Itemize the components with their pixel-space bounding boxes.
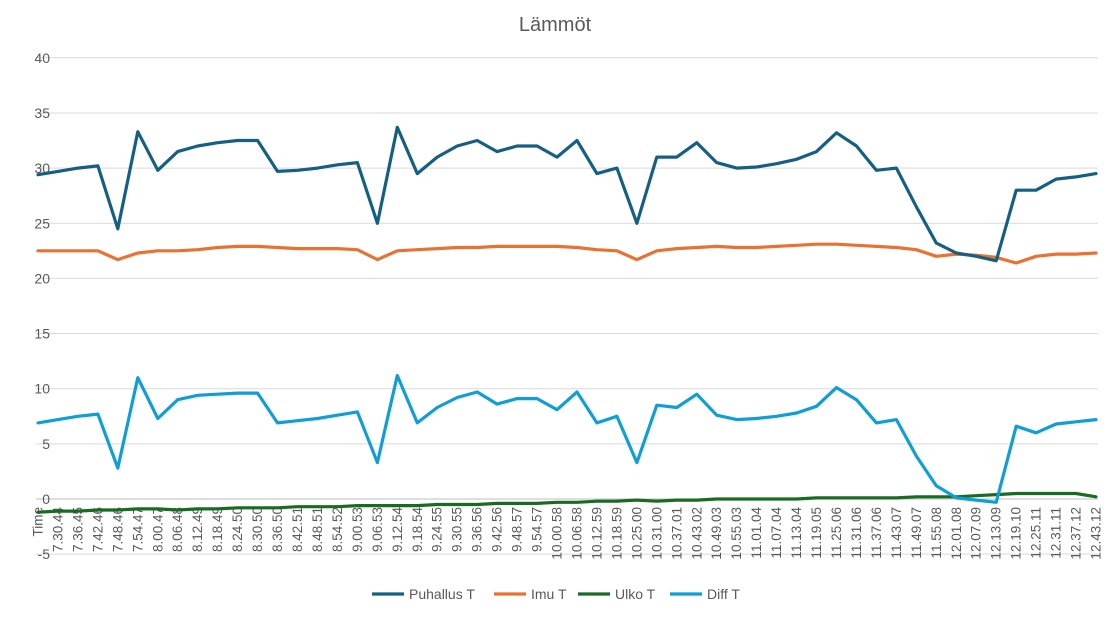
x-tick-label: 7.30.44 — [50, 507, 65, 553]
x-tick-label: 9.30.55 — [450, 507, 465, 552]
y-tick-label: -5 — [38, 546, 51, 562]
x-tick-label: 12.31.11 — [1049, 507, 1064, 559]
x-tick-label: 9.54.57 — [530, 507, 545, 552]
x-tick-label: 11.13.04 — [789, 507, 804, 559]
series-line-ulko-t — [36, 491, 1098, 514]
x-tick-label: 10.49.03 — [709, 507, 724, 560]
x-tick-label: 10.43.02 — [689, 507, 704, 560]
chart-title: Lämmöt — [519, 14, 592, 36]
x-tick-label: 12.13.09 — [989, 507, 1004, 560]
x-tick-label: 8.30.50 — [250, 507, 265, 552]
x-tick-label: 7.36.45 — [70, 507, 85, 552]
legend-label: Ulko T — [615, 586, 656, 602]
x-tick-label: 11.25.06 — [829, 507, 844, 559]
x-tick-label: 9.18.54 — [410, 507, 425, 553]
x-tick-label: 12.19.10 — [1009, 507, 1024, 560]
legend-label: Diff T — [707, 586, 740, 602]
x-tick-label: 11.01.04 — [749, 507, 764, 559]
x-tick-label: 12.25.11 — [1029, 507, 1044, 559]
x-tick-label: 8.06.48 — [170, 507, 185, 552]
x-tick-label: 8.54.52 — [330, 507, 345, 552]
x-tick-label: 9.00.53 — [350, 507, 365, 552]
x-axis-ticks: Time 7.30.44 7.36.45 7.42.46 7.48.46 7.54.47 8… — [31, 507, 1104, 560]
series-line-puhallus-t — [36, 125, 1098, 263]
x-tick-label: 8.00.47 — [150, 507, 165, 552]
legend-item: Diff T — [670, 586, 740, 602]
x-tick-label: 10.12.59 — [589, 507, 604, 560]
x-tick-label: 10.18.59 — [609, 507, 624, 560]
y-tick-label: 40 — [34, 50, 50, 66]
x-tick-label: 8.24.50 — [230, 507, 245, 552]
y-tick-label: 25 — [34, 215, 50, 231]
x-tick-label: 8.18.49 — [210, 507, 225, 552]
x-tick-label: 11.55.08 — [929, 507, 944, 559]
y-tick-label: 10 — [34, 381, 50, 397]
x-tick-label: 9.48.57 — [510, 507, 525, 552]
legend: Puhallus T Imu T Ulko T Diff T — [372, 586, 740, 602]
x-tick-label: 9.12.54 — [390, 507, 405, 553]
legend-item: Imu T — [494, 586, 567, 602]
x-tick-label: 9.36.56 — [470, 507, 485, 552]
y-tick-label: 20 — [34, 270, 50, 286]
x-tick-label: 10.25.00 — [629, 507, 644, 560]
x-tick-label: 7.48.46 — [110, 507, 125, 552]
x-tick-label: 11.49.07 — [909, 507, 924, 559]
series-line-imu-t — [36, 242, 1098, 265]
gridlines — [36, 57, 1098, 555]
x-tick-label: 9.06.53 — [370, 507, 385, 552]
x-tick-label: 12.07.09 — [969, 507, 984, 560]
y-tick-label: 15 — [34, 326, 50, 342]
x-tick-label: 8.12.49 — [190, 507, 205, 552]
x-tick-label: 11.43.07 — [889, 507, 904, 559]
x-tick-label: 11.07.04 — [769, 507, 784, 559]
legend-item: Ulko T — [578, 586, 656, 602]
x-tick-label: 9.24.55 — [430, 507, 445, 552]
x-tick-label: Time — [31, 507, 46, 537]
x-tick-label: 7.42.46 — [90, 507, 105, 552]
x-tick-label: 11.31.06 — [849, 507, 864, 559]
x-tick-label: 10.37.01 — [669, 507, 684, 560]
x-tick-label: 11.19.05 — [809, 507, 824, 559]
x-tick-label: 10.06.58 — [569, 507, 584, 560]
legend-item: Puhallus T — [372, 586, 475, 602]
x-tick-label: 12.43.12 — [1089, 507, 1104, 560]
x-tick-label: 7.54.47 — [130, 507, 145, 552]
x-tick-label: 9.42.56 — [490, 507, 505, 552]
x-tick-label: 8.48.51 — [310, 507, 325, 552]
legend-label: Imu T — [531, 586, 567, 602]
x-tick-label: 12.37.12 — [1069, 507, 1084, 560]
y-tick-label: 35 — [34, 105, 50, 121]
x-tick-label: 10.55.03 — [729, 507, 744, 560]
legend-label: Puhallus T — [409, 586, 475, 602]
y-tick-label: 0 — [42, 491, 50, 507]
x-tick-label: 10.00.58 — [550, 507, 565, 560]
y-tick-label: 5 — [42, 436, 50, 452]
x-tick-label: 12.01.08 — [949, 507, 964, 560]
x-tick-label: 11.37.06 — [869, 507, 884, 559]
series-line-diff-t — [36, 373, 1098, 504]
x-tick-label: 8.42.51 — [290, 507, 305, 552]
x-tick-label: 10.31.00 — [649, 507, 664, 560]
x-tick-label: 8.36.50 — [270, 507, 285, 552]
series-lines — [36, 125, 1098, 514]
